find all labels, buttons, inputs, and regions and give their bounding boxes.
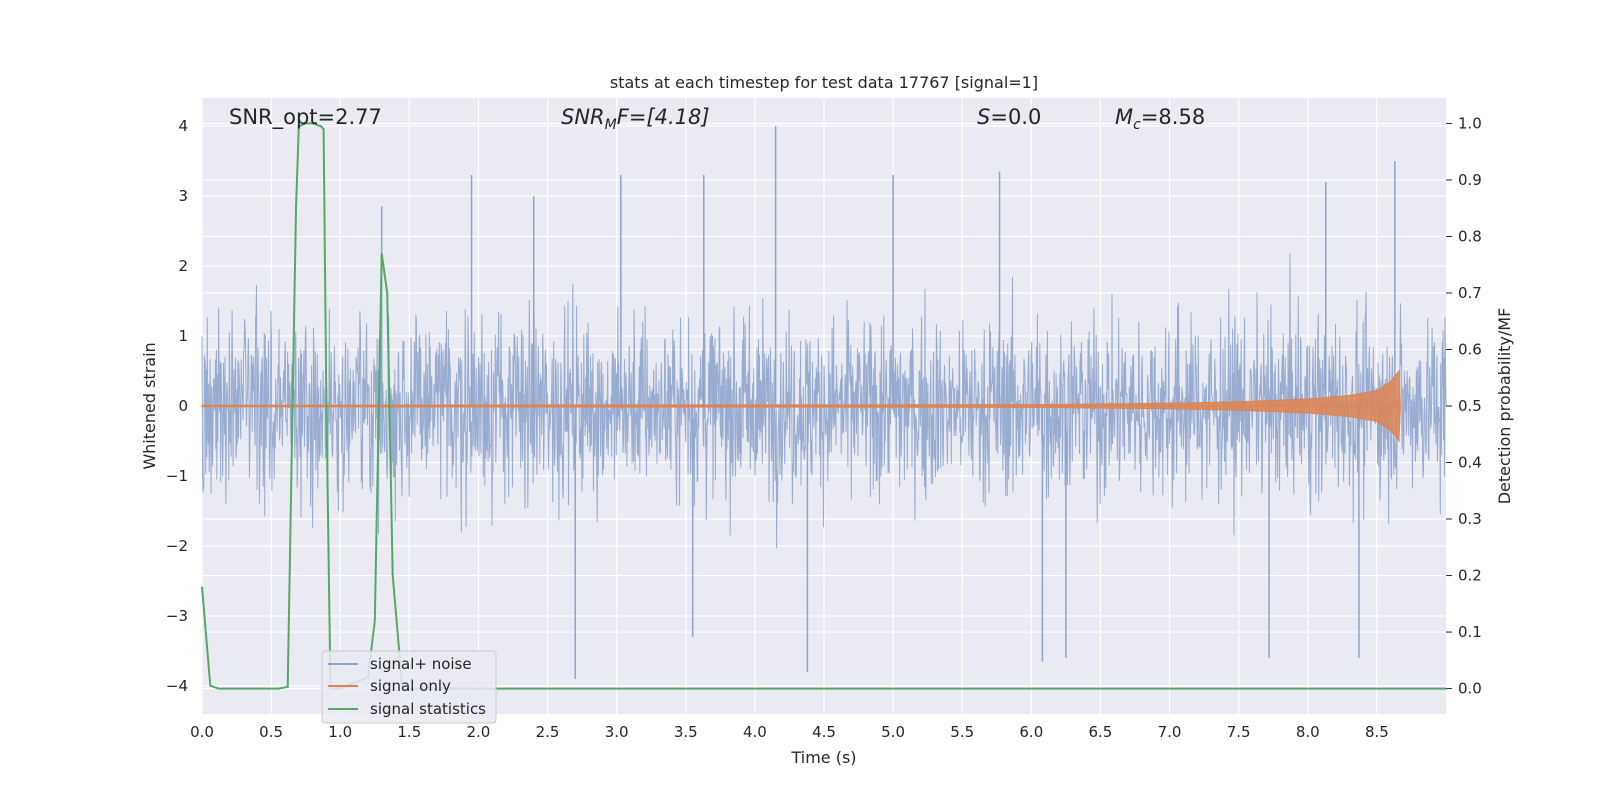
annotation-snr-opt: SNR_opt=2.77 — [229, 105, 382, 130]
series-signal-only — [201, 369, 1401, 443]
y2-tick-label: 0.7 — [1458, 284, 1482, 302]
x-tick-label: 6.5 — [1089, 723, 1113, 741]
legend-label-signal-only: signal only — [370, 677, 451, 695]
annotation-mc-main: M — [1115, 105, 1133, 129]
annotation-s: S=0.0 — [977, 105, 1041, 129]
x-tick-label: 8.0 — [1296, 723, 1320, 741]
annotation-snr-mf-main: SNR — [561, 105, 605, 129]
y-axis-ticks: 4 3 2 1 0 −1 −2 −3 −4 — [166, 117, 188, 695]
x-tick-label: 7.5 — [1227, 723, 1251, 741]
y2-tick-label: 1.0 — [1458, 114, 1482, 132]
x-tick-label: 2.5 — [536, 723, 560, 741]
x-tick-label: 1.0 — [328, 723, 352, 741]
legend: signal+ noise signal only signal statist… — [321, 650, 497, 724]
y2-tick-label: 0.2 — [1458, 567, 1482, 585]
legend-label-signal-statistics: signal statistics — [370, 700, 486, 718]
annotation-mc-rest: =8.58 — [1141, 105, 1205, 129]
series-signal-noise — [201, 126, 1447, 679]
chart-title: stats at each timestep for test data 177… — [610, 73, 1038, 92]
x-tick-label: 5.0 — [881, 723, 905, 741]
x-tick-label: 0.5 — [259, 723, 283, 741]
y2-tick-label: 0.1 — [1458, 623, 1482, 641]
x-tick-label: 6.0 — [1019, 723, 1043, 741]
x-tick-label: 8.5 — [1365, 723, 1389, 741]
y2-tick-label: 0.3 — [1458, 510, 1482, 528]
y2-tick-label: 0.6 — [1458, 340, 1482, 358]
annotation-s-rest: =0.0 — [990, 105, 1041, 129]
legend-box — [321, 650, 497, 724]
y-tick-label: 2 — [178, 257, 188, 275]
y-tick-label: −1 — [166, 467, 188, 485]
y2-tick-label: 0.4 — [1458, 454, 1482, 472]
x-axis-label: Time (s) — [790, 748, 856, 767]
annotation-s-main: S — [977, 105, 990, 129]
annotation-mc: Mc=8.58 — [1115, 105, 1205, 133]
x-tick-label: 0.0 — [190, 723, 214, 741]
annotation-snr-mf-rest: F=[4.18] — [617, 105, 710, 129]
x-tick-label: 3.5 — [674, 723, 698, 741]
annotation-mc-sub: c — [1133, 117, 1141, 133]
y-tick-label: 1 — [178, 327, 188, 345]
x-tick-label: 5.5 — [950, 723, 974, 741]
x-tick-label: 2.0 — [467, 723, 491, 741]
y-tick-label: 0 — [178, 397, 188, 415]
y2-tick-label: 0.9 — [1458, 171, 1482, 189]
x-tick-label: 4.0 — [743, 723, 767, 741]
legend-label-signal-noise: signal+ noise — [370, 655, 472, 673]
y2-tick-label: 0.0 — [1458, 680, 1482, 698]
y2-axis-label: Detection probability/MF — [1495, 308, 1514, 505]
y-tick-label: 4 — [178, 117, 188, 135]
annotation-snr-mf: SNRMF=[4.18] — [561, 105, 710, 133]
y2-tick-label: 0.8 — [1458, 227, 1482, 245]
x-axis-ticks: 0.0 0.5 1.0 1.5 2.0 2.5 3.0 3.5 4.0 4.5 5.0 5.5 6.0 6… — [190, 723, 1389, 741]
y2-axis-ticks: 1.0 0.9 0.8 0.7 0.6 0.5 0.4 0.3 0.2 0.1 0.0 — [1446, 114, 1482, 698]
x-tick-label: 1.5 — [397, 723, 421, 741]
y-tick-label: −2 — [166, 537, 188, 555]
annotation-snr-mf-sub: M — [605, 117, 617, 133]
y-tick-label: 3 — [178, 187, 188, 205]
x-tick-label: 7.0 — [1158, 723, 1182, 741]
y-tick-label: −4 — [166, 677, 188, 695]
y2-tick-label: 0.5 — [1458, 397, 1482, 415]
noise-line — [201, 253, 1447, 549]
x-tick-label: 3.0 — [605, 723, 629, 741]
y-tick-label: −3 — [166, 607, 188, 625]
x-tick-label: 4.5 — [812, 723, 836, 741]
y-axis-label: Whitened strain — [140, 342, 159, 469]
